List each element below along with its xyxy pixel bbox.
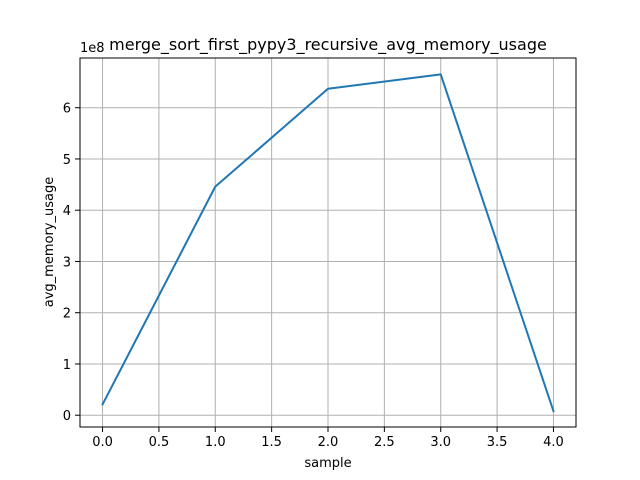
- x-tick-label: 0.0: [92, 435, 113, 450]
- x-tick-label: 0.5: [149, 435, 170, 450]
- x-tick-label: 3.0: [430, 435, 451, 450]
- x-tick-label: 1.0: [205, 435, 226, 450]
- x-tick-label: 2.5: [374, 435, 395, 450]
- chart-title: merge_sort_first_pypy3_recursive_avg_mem…: [109, 35, 547, 55]
- x-tick-label: 4.0: [543, 435, 564, 450]
- y-tick-label: 1: [63, 358, 71, 373]
- x-tick-label: 2.0: [318, 435, 339, 450]
- y-tick-label: 5: [63, 153, 71, 168]
- x-tick-label: 1.5: [261, 435, 282, 450]
- y-axis-label: avg_memory_usage: [42, 177, 57, 307]
- y-tick-label: 4: [63, 204, 71, 219]
- y-tick-label: 3: [63, 255, 71, 270]
- y-tick-label: 0: [63, 409, 71, 424]
- x-tick-label: 3.5: [487, 435, 508, 450]
- y-offset-label: 1e8: [80, 41, 105, 56]
- x-axis-label: sample: [304, 456, 351, 471]
- y-tick-label: 2: [63, 307, 71, 322]
- y-tick-label: 6: [63, 102, 71, 117]
